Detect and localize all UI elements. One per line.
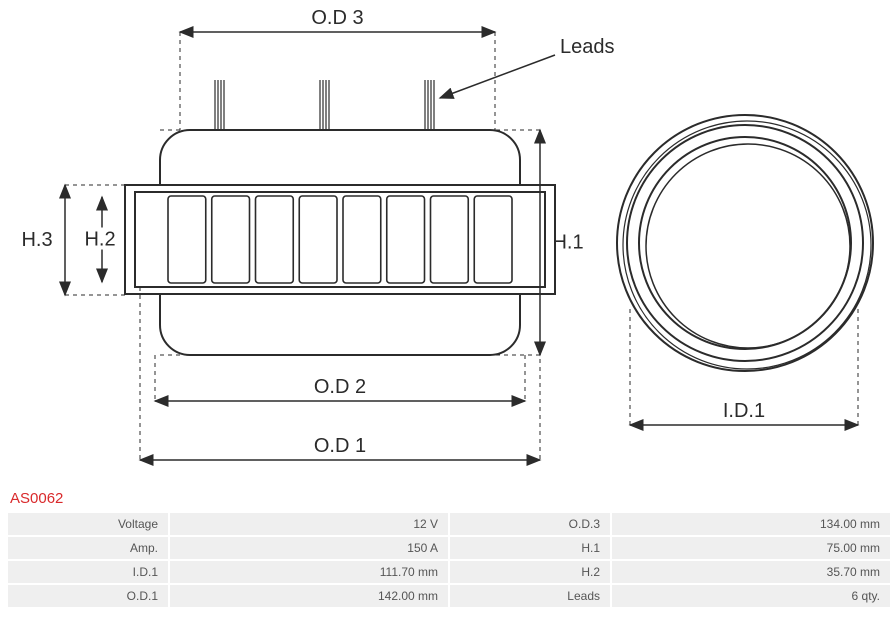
svg-text:H.3: H.3 bbox=[21, 229, 52, 251]
svg-text:O.D 2: O.D 2 bbox=[314, 376, 366, 398]
svg-text:H.2: H.2 bbox=[84, 229, 115, 251]
table-row: Voltage12 VO.D.3134.00 mm bbox=[8, 513, 890, 535]
part-code: AS0062 bbox=[10, 490, 892, 507]
svg-text:H.1: H.1 bbox=[552, 232, 583, 254]
svg-text:O.D 3: O.D 3 bbox=[311, 7, 363, 29]
svg-text:Leads: Leads bbox=[560, 36, 615, 58]
table-row: Amp.150 AH.175.00 mm bbox=[8, 537, 890, 559]
technical-diagram: O.D 3O.D 2O.D 1H.1H.2H.2H.3LeadsI.D.1 bbox=[0, 0, 892, 490]
spec-table: Voltage12 VO.D.3134.00 mmAmp.150 AH.175.… bbox=[6, 511, 892, 609]
table-row: I.D.1111.70 mmH.235.70 mm bbox=[8, 561, 890, 583]
svg-text:I.D.1: I.D.1 bbox=[723, 400, 765, 422]
table-row: O.D.1142.00 mmLeads6 qty. bbox=[8, 585, 890, 607]
svg-text:O.D 1: O.D 1 bbox=[314, 435, 366, 457]
